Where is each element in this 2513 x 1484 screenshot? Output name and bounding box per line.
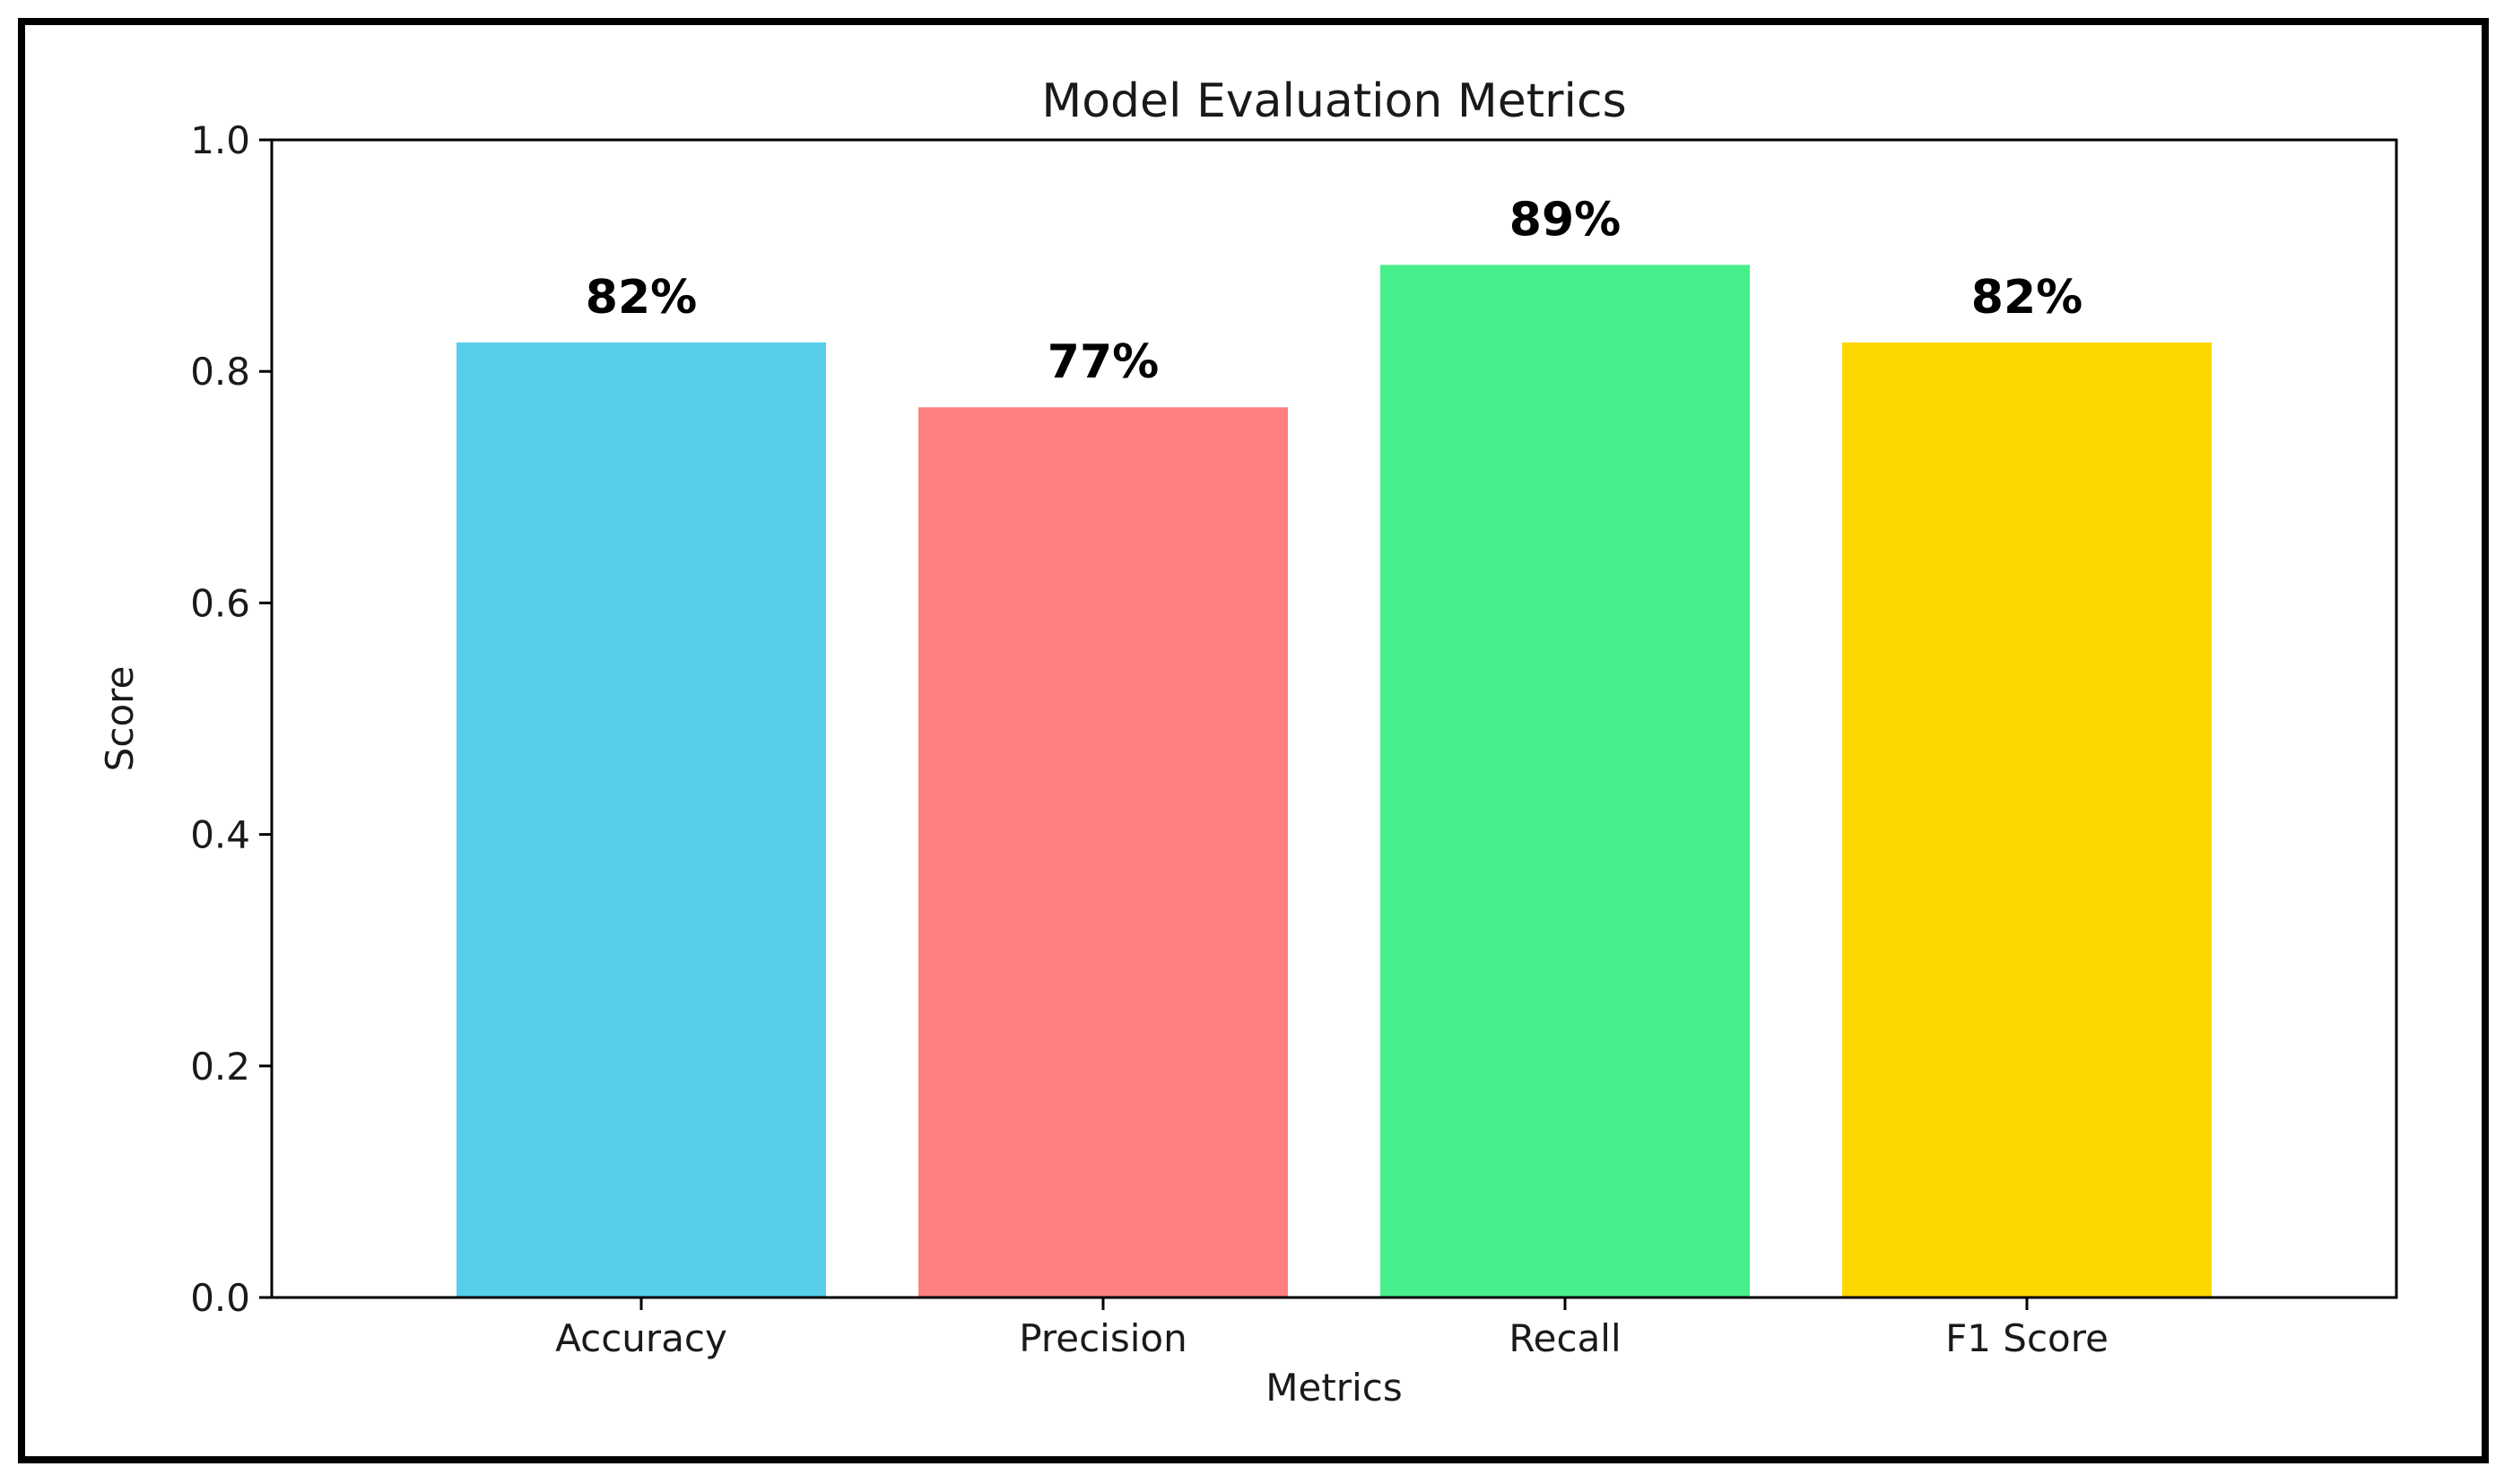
bars-group [457, 265, 2212, 1298]
data-label: 82% [1971, 271, 2083, 325]
x-axis-title: Metrics [1265, 1366, 1402, 1410]
y-tick-label: 0.4 [190, 813, 250, 857]
bar-f1-score [1842, 342, 2212, 1297]
bar-accuracy [457, 342, 826, 1297]
data-labels-group: 82% 77% 89% 82% [586, 193, 2083, 389]
bar-precision [918, 407, 1288, 1297]
data-label: 82% [586, 271, 697, 325]
x-axis-ticks: Accuracy Precision Recall F1 Score [555, 1297, 2109, 1360]
y-axis-title: Score [98, 666, 142, 772]
data-label: 89% [1509, 193, 1621, 247]
plot-area-border [270, 138, 2398, 1299]
x-tick-label: Recall [1509, 1316, 1621, 1360]
chart-title: Model Evaluation Metrics [1041, 74, 1626, 128]
data-label: 77% [1048, 335, 1159, 389]
y-tick-label: 1.0 [190, 118, 250, 162]
x-tick-label: Precision [1019, 1316, 1187, 1360]
y-tick-label: 0.6 [190, 581, 250, 625]
bar-recall [1380, 265, 1750, 1298]
y-tick-label: 0.2 [190, 1045, 250, 1089]
y-axis-ticks: 0.0 0.2 0.4 0.6 0.8 1.0 [190, 118, 272, 1320]
x-tick-label: F1 Score [1945, 1316, 2109, 1360]
y-tick-label: 0.0 [190, 1276, 250, 1320]
y-tick-label: 0.8 [190, 350, 250, 394]
x-tick-label: Accuracy [555, 1316, 727, 1360]
